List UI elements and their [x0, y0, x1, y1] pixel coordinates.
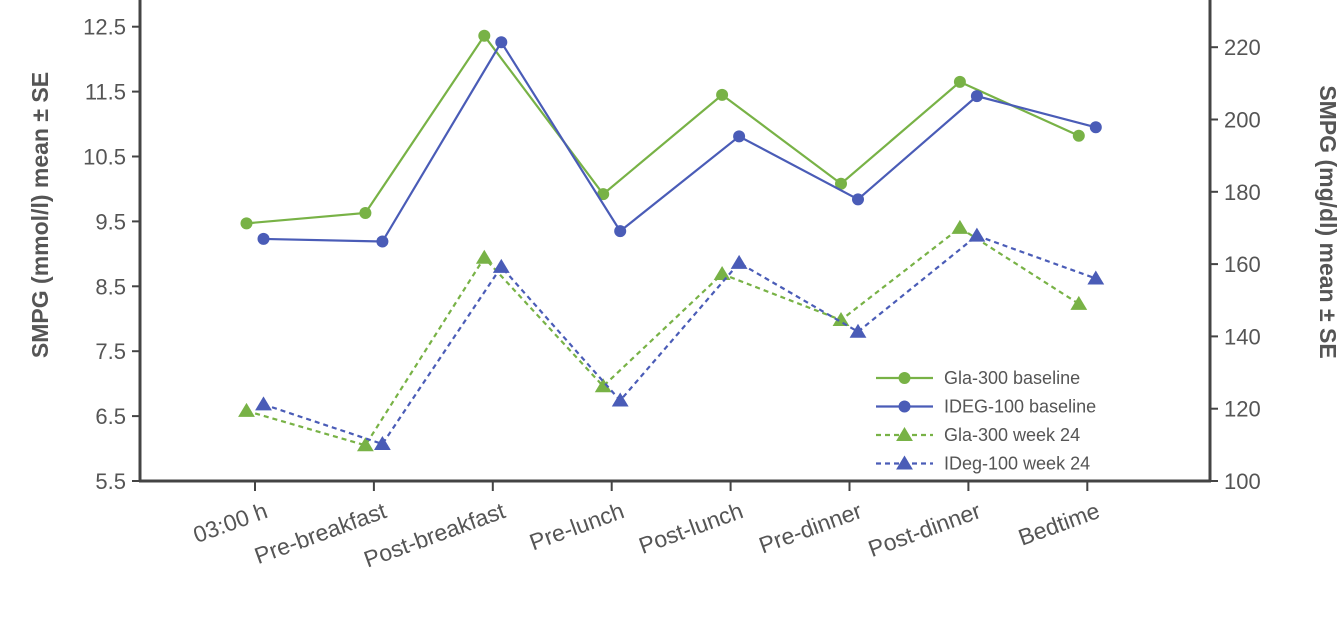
left-tick-label: 5.5 — [95, 469, 126, 494]
right-tick-label: 100 — [1224, 469, 1261, 494]
category-label: Post-lunch — [635, 497, 746, 559]
data-point — [832, 312, 850, 327]
data-point — [1070, 295, 1088, 310]
legend-label: IDEG-100 baseline — [944, 397, 1096, 417]
series-line — [246, 33, 1080, 225]
series-ideg-100-week-24 — [255, 227, 1105, 451]
left-tick-label: 7.5 — [95, 339, 126, 364]
data-point — [716, 88, 729, 101]
category-label: Pre-dinner — [755, 497, 865, 558]
data-point — [597, 188, 610, 201]
data-point — [611, 392, 629, 407]
legend-item: Gla-300 baseline — [876, 368, 1080, 388]
legend: Gla-300 baseline IDEG-100 baseline Gla-300… — [876, 368, 1096, 474]
left-tick-label: 11.5 — [85, 80, 126, 105]
data-point — [852, 193, 864, 206]
data-point — [357, 437, 374, 452]
legend-marker — [898, 400, 911, 413]
right-tick-label: 140 — [1224, 324, 1261, 349]
data-point — [713, 265, 731, 280]
data-point — [257, 232, 270, 245]
data-point — [1089, 121, 1102, 134]
category-label: 03:00 h — [190, 497, 271, 548]
data-point — [478, 29, 491, 42]
data-point — [359, 206, 372, 219]
right-tick-label: 200 — [1224, 108, 1261, 133]
data-point — [475, 249, 493, 264]
left-axis-title: SMPG (mmol/l) mean ± SE — [27, 72, 53, 358]
left-y-axis: 5.5 6.5 7.5 8.5 9.5 10.5 11.5 12.5 — [83, 0, 142, 494]
category-label: Pre-lunch — [526, 497, 627, 555]
data-point — [255, 396, 272, 411]
series-ideg-100-baseline — [257, 36, 1102, 248]
data-point — [238, 402, 255, 417]
legend-item: IDEG-100 baseline — [876, 397, 1096, 417]
data-point — [376, 235, 389, 248]
left-tick-label: 12.5 — [83, 15, 126, 40]
data-point — [951, 219, 969, 234]
data-point — [240, 217, 253, 230]
right-tick-label: 220 — [1224, 35, 1261, 60]
data-point — [835, 177, 847, 190]
legend-label: Gla-300 week 24 — [944, 425, 1080, 445]
data-point — [492, 258, 510, 273]
data-point — [614, 225, 627, 238]
left-tick-label: 9.5 — [95, 209, 126, 234]
legend-marker — [896, 427, 913, 441]
series-line — [246, 226, 1080, 447]
legend-item: Gla-300 week 24 — [876, 425, 1080, 445]
right-tick-label: 180 — [1224, 180, 1261, 205]
legend-marker — [896, 455, 913, 470]
data-point — [495, 36, 508, 49]
data-point — [1087, 270, 1105, 285]
data-point — [1072, 129, 1085, 142]
left-tick-label: 6.5 — [95, 404, 126, 429]
category-label: Post-dinner — [865, 497, 985, 562]
series-line — [263, 40, 1097, 243]
data-point — [594, 378, 612, 393]
data-point — [733, 130, 746, 143]
legend-label: Gla-300 baseline — [944, 368, 1080, 388]
data-point — [970, 90, 983, 103]
right-tick-label: 160 — [1224, 252, 1261, 277]
legend-marker — [898, 372, 911, 384]
series-gla-300-baseline — [240, 29, 1085, 230]
left-tick-label: 8.5 — [95, 274, 126, 299]
data-point — [953, 75, 966, 88]
right-y-axis: 100 120 140 160 180 200 220 — [1208, 0, 1261, 494]
category-label: Bedtime — [1015, 497, 1103, 550]
right-tick-label: 120 — [1224, 397, 1261, 422]
series-layer — [238, 29, 1105, 452]
data-point — [730, 254, 748, 269]
data-point — [374, 436, 391, 451]
left-tick-label: 10.5 — [83, 145, 126, 170]
legend-item: IDeg-100 week 24 — [876, 454, 1090, 474]
right-axis-title: SMPG (mg/dl) mean ± SE — [1315, 85, 1341, 358]
series-line — [263, 234, 1097, 446]
data-point — [849, 323, 867, 338]
data-point — [968, 227, 986, 242]
legend-label: IDeg-100 week 24 — [944, 454, 1090, 474]
series-gla-300-week-24 — [238, 219, 1088, 452]
